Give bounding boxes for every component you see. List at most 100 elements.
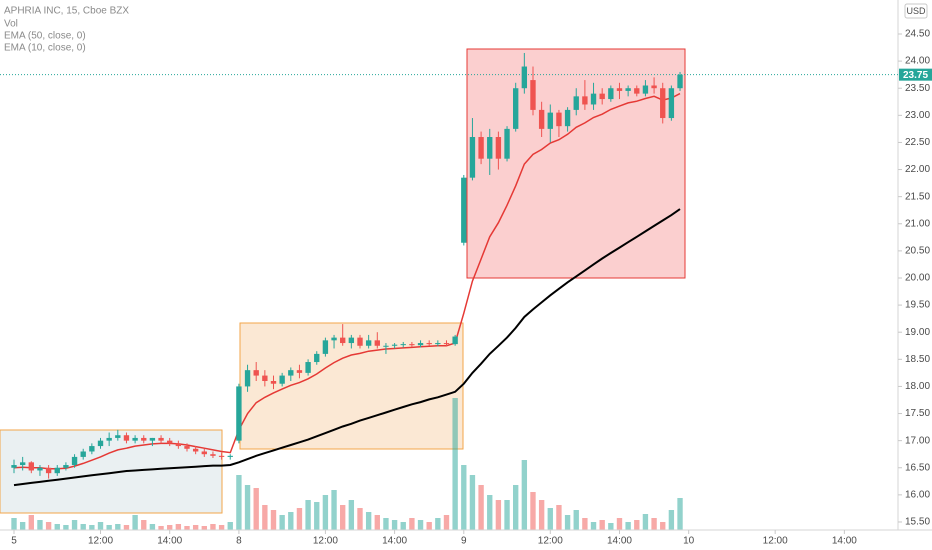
volume-bar — [340, 505, 346, 530]
y-tick-label: 18.00 — [905, 381, 930, 392]
volume-bar — [348, 500, 355, 530]
volume-bar — [158, 526, 164, 530]
candle-body — [141, 437, 147, 441]
y-tick-label: 17.50 — [905, 408, 930, 419]
volume-bar — [123, 525, 130, 530]
candle-body — [89, 446, 95, 452]
volume-bar — [547, 508, 553, 530]
volume-bar — [400, 522, 406, 530]
x-tick-label: 5 — [11, 536, 17, 547]
candle-body — [651, 85, 657, 89]
candle-body — [63, 465, 69, 468]
volume-bar — [582, 518, 588, 530]
currency-box — [904, 3, 928, 19]
y-tick-label: 19.00 — [905, 327, 930, 338]
candle-body — [478, 137, 484, 159]
y-tick-label: 19.50 — [905, 300, 930, 311]
x-tick-label: 12:00 — [88, 536, 113, 547]
volume-bar — [201, 526, 207, 530]
volume-bar — [487, 495, 493, 530]
candle-body — [365, 340, 372, 346]
volume-bar — [668, 510, 675, 530]
volume-bar — [634, 520, 640, 530]
candle-body — [616, 88, 623, 91]
candle-body — [184, 446, 190, 449]
candle-body — [590, 93, 597, 105]
volume-bar — [45, 522, 52, 530]
candle-body — [564, 109, 571, 127]
volume-bar — [236, 475, 242, 530]
candle-body — [668, 88, 675, 119]
volume-bar — [556, 505, 562, 530]
candle-body — [132, 437, 138, 441]
candle-body — [357, 337, 363, 346]
candle-body — [409, 344, 415, 346]
volume-bar — [409, 518, 415, 530]
x-tick-label: 14:00 — [382, 536, 407, 547]
candle-body — [270, 381, 277, 384]
volume-bar — [296, 508, 303, 530]
range-box — [466, 48, 686, 279]
volume-bar — [305, 500, 311, 530]
candle-body — [71, 456, 78, 466]
volume-bar — [80, 524, 86, 530]
volume-bar — [538, 500, 545, 530]
candle-body — [599, 93, 605, 100]
candle-body — [677, 74, 683, 89]
plot-area — [11, 52, 683, 530]
volume-bar — [141, 520, 147, 530]
volume-bar — [443, 515, 450, 530]
candle-body — [149, 437, 156, 441]
candle-body — [521, 66, 528, 89]
y-tick-label: 15.50 — [905, 517, 930, 528]
y-tick-label: 18.50 — [905, 354, 930, 365]
x-tick-label: 8 — [236, 536, 242, 547]
candle-body — [28, 462, 34, 471]
volume-bar — [192, 525, 199, 530]
volume-bar — [513, 485, 519, 530]
volume-bar — [573, 510, 579, 530]
volume-bar — [383, 518, 389, 530]
y-tick-label: 16.00 — [905, 490, 930, 501]
candle-body — [106, 437, 112, 441]
volume-bar — [616, 518, 623, 530]
candle-body — [383, 345, 389, 347]
y-tick-label: 21.00 — [905, 218, 930, 229]
volume-bar — [167, 525, 173, 530]
x-tick-label: 14:00 — [157, 536, 182, 547]
volume-bar — [435, 518, 441, 530]
volume-bar — [89, 525, 95, 530]
candle-body — [210, 454, 216, 456]
volume-bar — [115, 524, 121, 530]
volume-bar — [331, 490, 337, 530]
volume-bar — [599, 520, 605, 530]
volume-bar — [357, 508, 363, 530]
x-tick-label: 14:00 — [607, 536, 632, 547]
candle-body — [391, 344, 398, 346]
volume-bar — [469, 475, 476, 530]
volume-bar — [521, 460, 528, 530]
candle-body — [634, 88, 640, 94]
volume-bar — [149, 524, 156, 530]
candle-body — [582, 96, 588, 105]
y-tick-label: 16.50 — [905, 462, 930, 473]
candle-body — [158, 437, 164, 441]
volume-bar — [28, 515, 34, 530]
volume-bar — [97, 522, 104, 530]
legend-item: EMA (50, close, 0) — [4, 31, 86, 42]
volume-bar — [374, 515, 380, 530]
volume-bar — [365, 512, 372, 530]
candle-body — [400, 344, 406, 346]
volume-bar — [244, 485, 251, 530]
candle-body — [573, 96, 579, 110]
candle-body — [19, 462, 26, 466]
candle-body — [642, 85, 649, 94]
volume-bar — [608, 523, 614, 530]
y-tick-label: 21.50 — [905, 191, 930, 202]
candle-body — [348, 337, 355, 344]
volume-bar — [218, 525, 225, 530]
y-tick-label: 22.00 — [905, 164, 930, 175]
x-tick-label: 12:00 — [538, 536, 563, 547]
candle-body — [45, 467, 52, 474]
